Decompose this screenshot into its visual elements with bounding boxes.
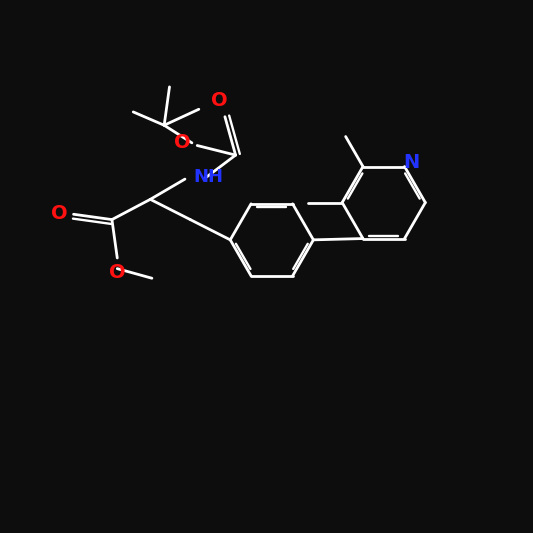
Text: O: O (211, 91, 228, 110)
Text: O: O (51, 204, 67, 223)
Text: NH: NH (193, 168, 223, 187)
Text: O: O (174, 133, 191, 152)
Text: N: N (403, 153, 419, 172)
Text: O: O (109, 263, 126, 282)
